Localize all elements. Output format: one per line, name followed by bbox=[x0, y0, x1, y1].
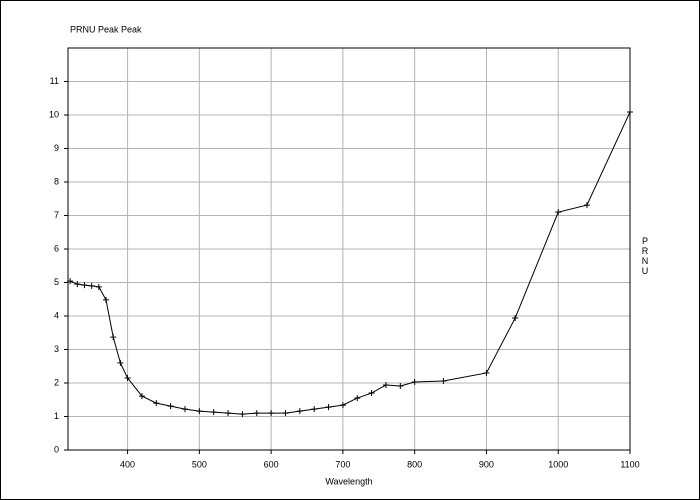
point-marker bbox=[627, 108, 633, 115]
point-marker bbox=[138, 393, 145, 400]
point-marker bbox=[583, 202, 590, 209]
point-marker bbox=[325, 404, 332, 411]
point-marker bbox=[153, 400, 160, 407]
point-marker bbox=[512, 315, 519, 322]
point-marker bbox=[181, 406, 188, 413]
x-tick-label: 700 bbox=[335, 459, 350, 469]
point-marker bbox=[103, 296, 110, 303]
point-marker bbox=[311, 406, 318, 413]
x-tick-label: 1100 bbox=[620, 459, 639, 469]
x-tick-label: 1000 bbox=[548, 459, 568, 469]
point-marker bbox=[296, 408, 303, 415]
point-marker bbox=[88, 282, 95, 289]
y-tick-label: 10 bbox=[49, 109, 59, 119]
y-tick-label: 6 bbox=[54, 243, 59, 253]
point-marker bbox=[268, 410, 275, 417]
point-marker bbox=[167, 403, 174, 410]
y-tick-label: 2 bbox=[54, 377, 59, 387]
point-marker bbox=[354, 395, 361, 402]
x-tick-label: 400 bbox=[120, 459, 135, 469]
point-marker bbox=[117, 359, 124, 366]
y-tick-label: 3 bbox=[54, 344, 59, 354]
x-tick-label: 800 bbox=[407, 459, 422, 469]
plot-frame bbox=[67, 47, 631, 451]
y-tick-label: 9 bbox=[54, 143, 59, 153]
x-tick-label: 900 bbox=[479, 459, 494, 469]
y-tick-label: 1 bbox=[54, 411, 59, 421]
point-marker bbox=[124, 374, 131, 381]
point-marker bbox=[110, 334, 117, 341]
point-marker bbox=[196, 408, 203, 415]
x-tick-label: 500 bbox=[192, 459, 207, 469]
point-marker bbox=[397, 383, 404, 390]
x-axis-label: Wavelength bbox=[325, 476, 372, 486]
x-tick-label: 600 bbox=[264, 459, 279, 469]
point-marker bbox=[382, 382, 389, 389]
point-marker bbox=[483, 369, 490, 376]
point-marker bbox=[74, 281, 81, 288]
point-marker bbox=[239, 411, 246, 418]
chart-title: PRNU Peak Peak bbox=[70, 24, 142, 34]
point-marker bbox=[210, 409, 217, 416]
y-tick-label: 11 bbox=[50, 76, 59, 86]
y-axis-label: PRNU bbox=[640, 236, 650, 276]
point-marker bbox=[411, 378, 418, 385]
point-marker bbox=[225, 410, 232, 417]
y-tick-label: 0 bbox=[54, 444, 59, 454]
y-tick-label: 4 bbox=[54, 310, 59, 320]
y-tick-label: 5 bbox=[54, 277, 59, 287]
point-marker bbox=[339, 402, 346, 409]
point-marker bbox=[368, 390, 375, 397]
point-marker bbox=[253, 410, 260, 417]
y-tick-label: 7 bbox=[54, 210, 59, 220]
point-marker bbox=[440, 377, 447, 384]
point-marker bbox=[555, 209, 562, 216]
point-marker bbox=[95, 283, 102, 290]
point-marker bbox=[81, 282, 88, 289]
point-marker bbox=[67, 278, 74, 285]
y-tick-label: 8 bbox=[54, 176, 59, 186]
point-marker bbox=[282, 410, 289, 417]
